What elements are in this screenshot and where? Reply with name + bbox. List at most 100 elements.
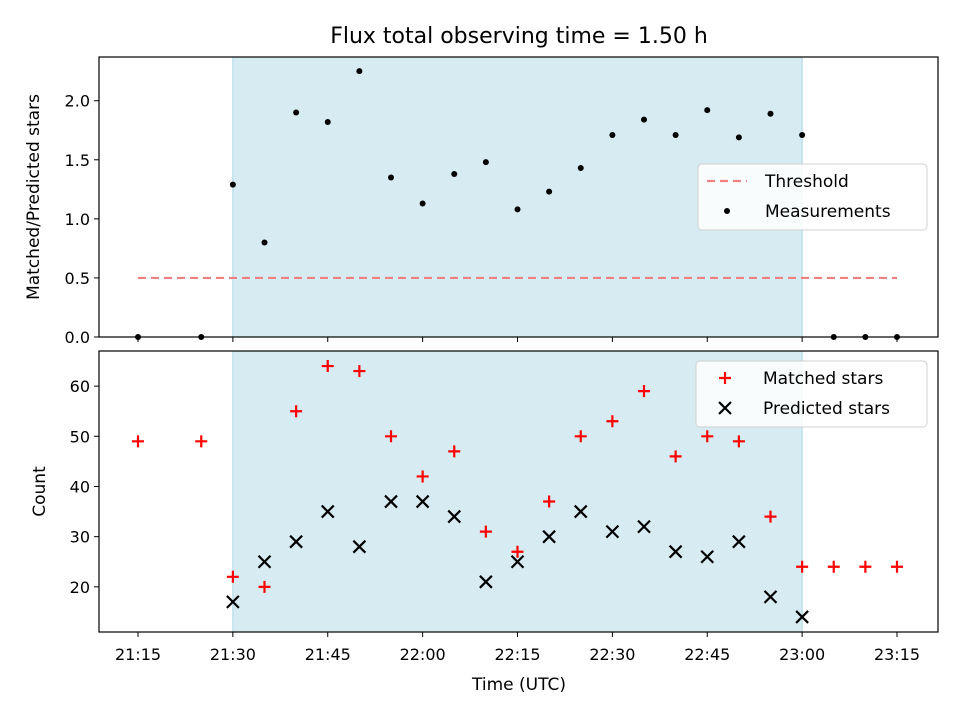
measurement-point	[388, 174, 394, 181]
legend-box	[695, 360, 928, 428]
legend-predicted-handle	[718, 401, 732, 415]
x-tick-label: 22:00	[400, 645, 446, 664]
x-tick-label: 22:45	[684, 645, 730, 664]
x-tick-label: 22:30	[589, 645, 635, 664]
y-tick-label: 1.5	[65, 151, 90, 170]
measurement-point	[293, 109, 300, 116]
matched-star-point	[859, 560, 872, 573]
measurement-point	[546, 188, 553, 195]
measurement-point	[672, 131, 679, 138]
predicted-star-point	[447, 509, 462, 524]
measurement-point	[324, 118, 331, 125]
measurement-point	[514, 206, 521, 213]
matched-star-point	[226, 570, 239, 583]
matched-star-point	[891, 560, 903, 573]
x-tick-label: 22:15	[494, 645, 540, 664]
chart-title: Flux total observing time = 1.50 h	[330, 24, 708, 49]
x-tick-label: 21:45	[305, 645, 351, 664]
predicted-star-point	[763, 590, 778, 604]
legend-matched-handle	[719, 372, 731, 384]
measurement-point	[641, 116, 647, 123]
predicted-star-point	[384, 494, 398, 509]
matched-star-point	[796, 560, 809, 573]
legend-label: Measurements	[765, 202, 891, 222]
predicted-star-point	[320, 504, 335, 519]
measurement-point	[609, 131, 616, 138]
matched-star-point	[353, 365, 366, 378]
predicted-star-point	[226, 595, 240, 609]
y-tick-label: 2.0	[65, 92, 90, 111]
legend-label: Predicted stars	[763, 399, 890, 419]
matched-star-point	[701, 430, 714, 443]
y-tick-label: 20	[70, 578, 90, 597]
axes-frame	[98, 56, 939, 338]
measurement-point	[356, 68, 363, 75]
matched-star-point	[448, 445, 461, 458]
predicted-star-point	[352, 539, 367, 554]
matched-star-point	[511, 545, 524, 558]
matched-star-point	[132, 435, 144, 448]
matched-star-point	[416, 470, 429, 483]
measurement-point	[767, 110, 774, 117]
y-tick-label: 0.0	[65, 328, 90, 347]
matched-star-point	[827, 560, 840, 573]
predicted-star-point	[510, 554, 525, 569]
predicted-star-point	[668, 544, 683, 559]
y-axis-label: Matched/Predicted stars	[24, 94, 44, 300]
matched-star-point	[638, 385, 650, 398]
y-tick-label: 40	[70, 477, 90, 496]
matched-star-point	[543, 495, 556, 508]
predicted-star-point	[542, 529, 556, 544]
predicted-star-point	[637, 519, 651, 534]
predicted-star-point	[700, 549, 715, 564]
predicted-star-point	[289, 534, 303, 549]
axes-frame	[98, 350, 939, 633]
predicted-star-point	[732, 534, 746, 549]
measurement-point	[261, 239, 268, 246]
measurement-point	[229, 181, 236, 188]
matched-star-point	[479, 525, 492, 538]
y-tick-label: 50	[70, 427, 90, 446]
x-tick-label: 21:30	[210, 645, 256, 664]
predicted-star-point	[573, 504, 588, 519]
measurement-point	[799, 131, 806, 138]
x-tick-label: 23:00	[779, 645, 825, 664]
measurement-point	[451, 170, 458, 177]
legend: Matched stars Predicted stars	[695, 360, 928, 428]
x-tick-label: 23:15	[874, 645, 920, 664]
matched-star-point	[764, 510, 777, 523]
measurement-point	[419, 200, 426, 207]
y-tick-label: 60	[70, 377, 90, 396]
predicted-star-point	[415, 494, 430, 509]
ratio-panel: 0.0 0.5 1.0 1.5 2.0 Matched/Predicted stars Th…	[24, 56, 939, 347]
predicted-star-point	[479, 575, 493, 589]
y-axis-label: Count	[30, 466, 50, 517]
legend-box	[697, 163, 928, 231]
matched-star-point	[669, 450, 682, 463]
counts-panel: 20 30 40 50 60 21:15 21:30 21:45 22:00 22:15 22:30…	[30, 350, 939, 664]
x-tick-label: 21:15	[115, 645, 161, 664]
measurement-point	[577, 165, 584, 172]
y-tick-label: 0.5	[65, 269, 90, 288]
matched-star-point	[195, 435, 208, 448]
matched-star-point	[574, 430, 587, 443]
x-axis-label: Time (UTC)	[471, 675, 566, 695]
legend-label: Matched stars	[763, 369, 883, 389]
matched-star-point	[732, 435, 745, 448]
legend: Threshold Measurements	[697, 163, 928, 231]
predicted-star-point	[605, 524, 620, 539]
matched-star-point	[258, 580, 271, 593]
legend-label: Threshold	[764, 172, 849, 192]
y-tick-label: 1.0	[65, 210, 90, 229]
measurement-point	[704, 107, 711, 114]
predicted-star-point	[257, 554, 272, 569]
measurement-point	[482, 159, 489, 166]
matched-star-point	[321, 360, 334, 373]
legend-measurement-handle	[724, 208, 730, 214]
measurement-point	[735, 134, 742, 141]
matched-star-point	[385, 430, 397, 443]
matched-star-point	[290, 405, 303, 418]
y-tick-label: 30	[70, 528, 90, 547]
matched-star-point	[606, 415, 619, 428]
